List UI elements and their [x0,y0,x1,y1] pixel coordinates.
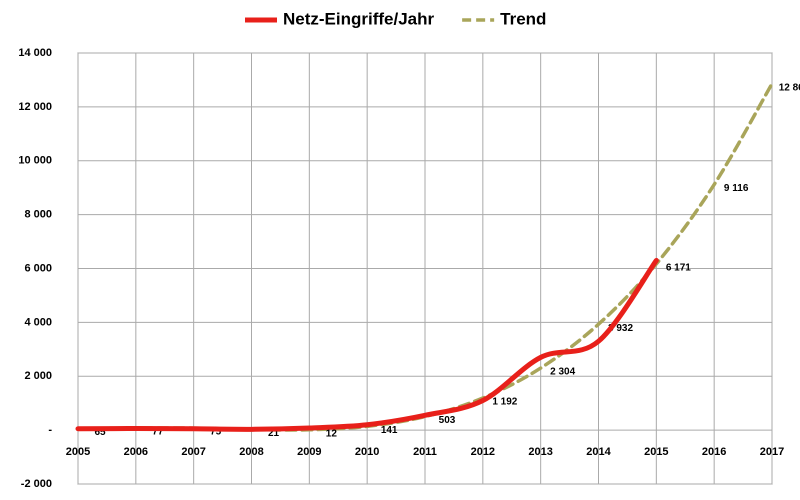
legend-label: Trend [500,9,546,28]
data-label: 503 [439,415,456,426]
x-tick-label: 2013 [528,446,552,458]
y-tick-label: - [48,424,52,436]
data-label: 75 [210,427,222,438]
data-label: 6 171 [666,263,691,274]
data-label: 21 [268,428,280,439]
x-tick-label: 2005 [66,446,90,458]
y-tick-label: 4 000 [24,316,52,328]
data-label: 9 116 [724,183,749,194]
x-tick-label: 2016 [702,446,726,458]
x-tick-label: 2014 [586,446,611,458]
series-line [75,257,659,432]
x-tick-label: 2011 [413,446,437,458]
x-tick-label: 2010 [355,446,379,458]
data-label: 12 861 [779,82,800,93]
y-tick-label: -2 000 [21,478,52,490]
x-tick-label: 2008 [239,446,263,458]
x-tick-label: 2015 [644,446,668,458]
x-tick-label: 2009 [297,446,321,458]
data-label: 141 [381,425,398,436]
y-tick-label: 6 000 [24,262,52,274]
data-label: 77 [152,427,164,438]
x-tick-label: 2012 [471,446,495,458]
data-label: 1 192 [492,397,517,408]
y-tick-label: 14 000 [18,47,52,59]
y-tick-label: 12 000 [18,101,52,113]
y-tick-label: 8 000 [24,209,52,221]
data-label: 12 [326,428,338,439]
x-tick-label: 2007 [181,446,205,458]
data-label: 2 304 [550,367,575,378]
data-label: 3 932 [608,323,633,334]
x-tick-label: 2017 [760,446,784,458]
y-tick-label: 10 000 [18,155,52,167]
y-tick-label: 2 000 [24,370,52,382]
data-label: 65 [94,427,106,438]
legend-label: Netz-Eingriffe/Jahr [283,9,435,28]
x-tick-label: 2006 [124,446,148,458]
